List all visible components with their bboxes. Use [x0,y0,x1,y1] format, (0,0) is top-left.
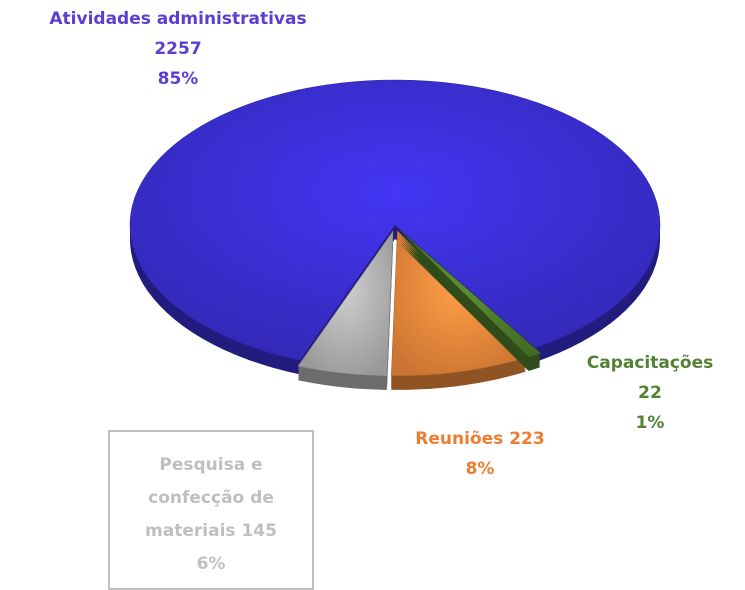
value-count: 22 [638,383,662,403]
category-name: Capacitações [586,353,714,373]
category-name: Atividades administrativas [49,9,307,29]
pie-slice [297,230,394,377]
pie-slice [129,79,661,361]
slice-label: Reuniões 223 8% [390,424,570,484]
category-name: Reuniões [415,429,504,449]
value-percent: 1% [635,413,665,433]
value-percent: 8% [465,459,495,479]
pie-slice [399,229,541,358]
value-percent: 85% [157,69,199,89]
value-percent: 6% [196,554,226,574]
slice-label: Capacitações 22 1% [570,348,730,438]
slice-label: Pesquisa e confecção de materiais 145 6% [124,449,298,581]
slice-label: Atividades administrativas 2257 85% [18,4,338,94]
value-count: 223 [509,429,545,449]
category-name: Pesquisa e confecção de materiais [145,455,274,541]
value-count: 2257 [154,39,202,59]
value-count: 145 [241,521,277,541]
